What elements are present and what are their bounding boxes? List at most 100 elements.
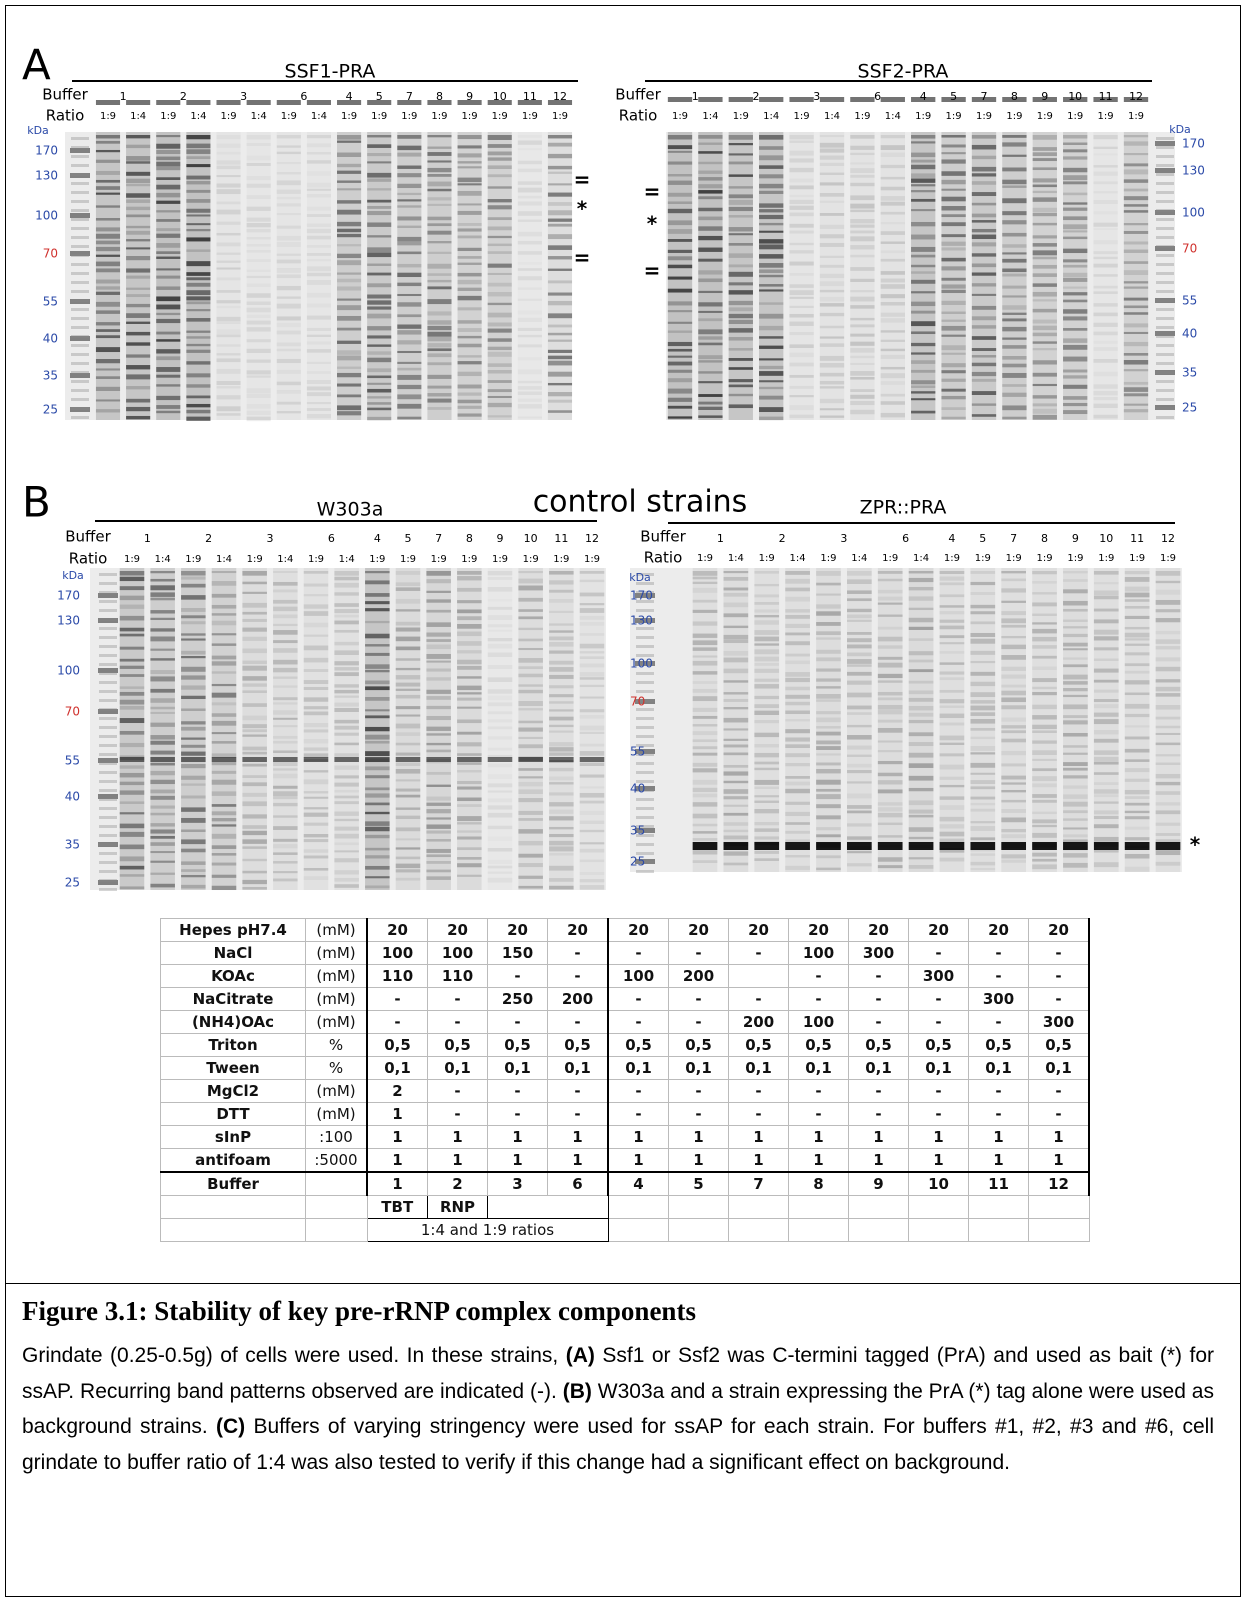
cell: 100 [366,941,428,965]
gel-band [1155,810,1181,815]
cell: - [788,987,849,1011]
cell: 1 [487,1148,548,1173]
gel-band [692,802,718,807]
gel-band [1124,670,1150,674]
cell: 10 [908,1171,969,1196]
gel-band [457,706,482,709]
gel-lane [816,568,841,872]
caption-segment: Buffers of varying stringency were used … [22,1415,1214,1474]
gel-band [242,886,267,890]
gel-band [150,636,175,642]
gel-lane [579,568,605,890]
gel-band [939,651,965,654]
cell: - [728,1079,789,1103]
gel-band [273,623,298,627]
gel-band [186,164,211,168]
gel-band [549,782,574,785]
gel-band [276,411,301,414]
cell: - [788,1102,849,1126]
ladder-band [635,749,655,754]
cell [668,1195,729,1219]
gel-band [723,680,749,683]
gel-band [759,407,784,413]
gel-band [242,591,267,594]
gel-band [242,746,267,751]
gel-band [1032,628,1057,634]
gel-band [667,276,693,280]
gel-band [95,233,121,239]
ladder-band [99,636,117,639]
gel-band [427,286,452,290]
gel-band [216,368,241,374]
gel-band [759,244,784,250]
kda-marker: 25 [65,876,80,890]
ladder-band [635,593,655,598]
gel-band [517,334,542,338]
gel-band [911,159,936,163]
gel-band [1063,853,1088,858]
gel-band [939,796,965,800]
gel-band [1063,277,1088,282]
gel-band [728,135,753,140]
gel-band [754,761,780,765]
gel-band [95,246,121,252]
cell: 0,5 [547,1033,609,1057]
gel-band [667,301,693,306]
gel-band [759,380,784,383]
gel-band [1063,715,1088,719]
gel-band [880,312,905,317]
lane-ratio: 1:9 [976,111,992,122]
gel-band [579,751,605,756]
gel-band [186,309,211,312]
gel-band [754,615,780,618]
gel-band [487,363,512,367]
cell [607,1218,669,1242]
gel-band [303,722,329,728]
gel-band [1032,167,1057,171]
gel-band [181,666,206,672]
gel-band [273,717,298,720]
gel-band [789,261,814,266]
gel-band [1001,600,1027,603]
gel-band [846,619,872,622]
gel-band [334,795,359,799]
ladder-band [70,407,90,412]
gel-band [156,331,181,335]
gel-band [216,300,241,304]
gel-band [728,161,753,165]
band-annotation: = [574,246,591,270]
gel-band [759,313,784,319]
gel-band [785,710,810,715]
gel-band [579,633,605,636]
gel-band [427,362,452,366]
ladder-band [71,254,89,257]
gel-band [759,203,784,208]
gel-band [846,754,872,757]
gel-band [186,384,211,388]
gel-band [970,727,996,731]
gel-band [150,770,175,776]
lane-ratio: 1:9 [552,111,568,122]
gel-band [487,677,513,682]
gel-band [1001,666,1027,671]
gel-band [1093,862,1119,868]
ladder-band [99,717,117,720]
gel-band [723,744,749,748]
row-unit [305,1195,368,1219]
gel-band [457,203,482,206]
gel-band [337,163,362,168]
gel-band [518,571,543,574]
gel-band [723,717,749,723]
gel-band [395,706,421,710]
gel-band [549,846,574,852]
gel-band [1002,198,1027,204]
gel-band [242,830,267,836]
gel-band [367,388,392,393]
gel-band [1093,303,1118,307]
gel-band [728,194,753,199]
gel-band [1093,200,1118,205]
gel-band [119,757,145,762]
gel-band [1063,207,1088,211]
gel-band [723,625,749,629]
gel-band [1001,624,1027,628]
